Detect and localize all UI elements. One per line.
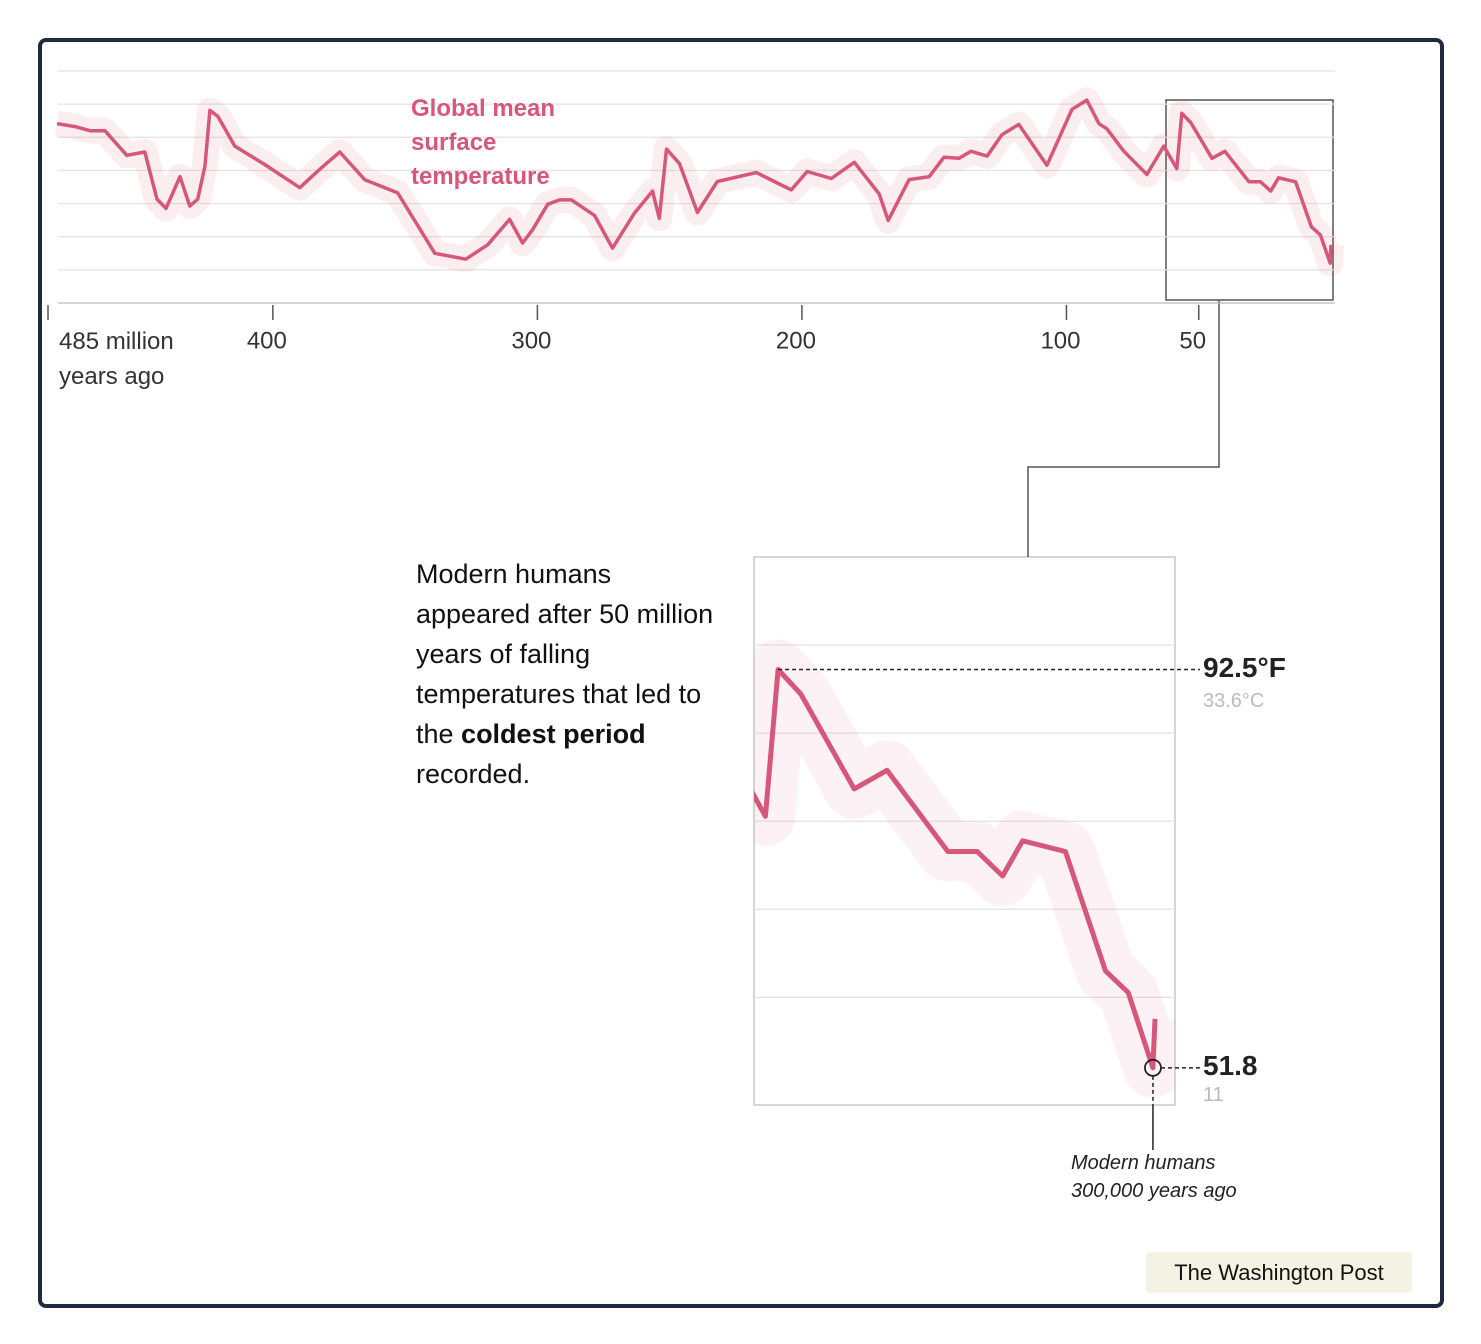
x-tick-label: 485 million years ago [59, 328, 174, 390]
line-halo [54, 87, 1344, 277]
x-tick-label: 50 [1179, 327, 1206, 354]
peak-celsius: 33.6°C [1203, 690, 1264, 712]
zoom-box [1165, 99, 1334, 301]
x-tick-label: 100 [1040, 327, 1080, 354]
source-badge: The Washington Post [1146, 1252, 1412, 1293]
x-tick-label: 300 [511, 327, 551, 354]
text-bold: coldest period [461, 719, 646, 749]
line [56, 98, 1333, 265]
low-label: 51.8 [1203, 1050, 1258, 1081]
text: recorded. [416, 759, 531, 789]
text: Modern humans appeared after 50 million … [416, 559, 714, 749]
inset-lines [754, 639, 1175, 1098]
frame [38, 38, 1444, 1308]
x-tick-label: 200 [776, 327, 816, 354]
inset-frame [753, 556, 1176, 1106]
series-label: Global mean surface temperature [411, 95, 556, 190]
x-tick-label: 400 [247, 327, 287, 354]
connector [1027, 300, 1220, 557]
text: Modern humans [1071, 1152, 1216, 1174]
text: 300,000 years ago [1071, 1180, 1237, 1202]
annotation-text: Modern humans appeared after 50 million … [416, 554, 726, 794]
inset-line [754, 667, 1158, 1071]
low-celsius: 11 [1203, 1084, 1224, 1106]
peak-label: 92.5°F [1203, 652, 1286, 683]
humans-label: Modern humans 300,000 years ago [1071, 1149, 1237, 1205]
